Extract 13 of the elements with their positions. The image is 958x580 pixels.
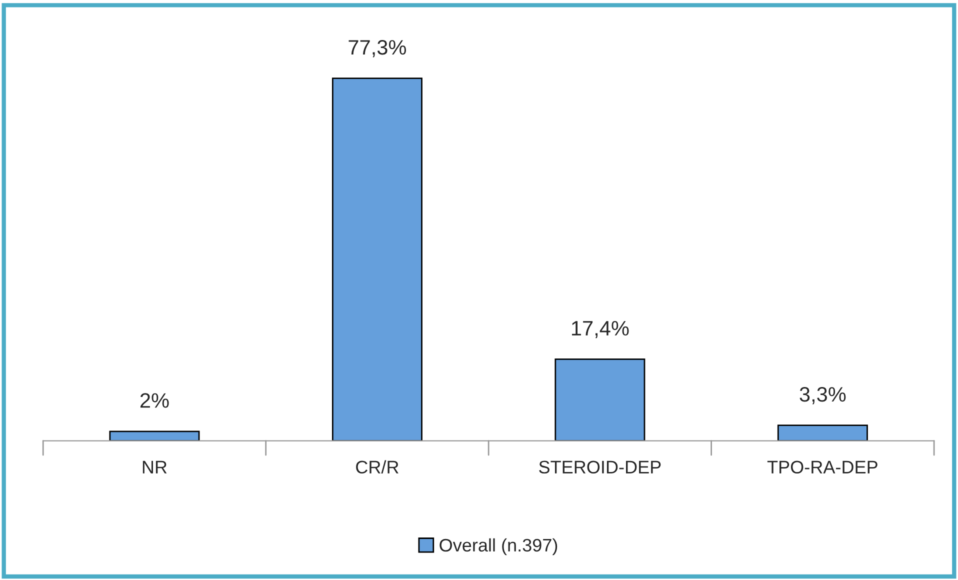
x-tick-label: NR <box>142 460 167 474</box>
bar <box>332 78 422 441</box>
bar <box>554 358 646 441</box>
x-tick-label: CR/R <box>356 460 398 474</box>
bar <box>109 430 200 441</box>
bar <box>777 424 868 441</box>
legend-label: Overall (n.397) <box>440 538 558 556</box>
data-label: 3,3% <box>800 387 846 404</box>
x-tick-label: TPO-RA-DEP <box>767 460 878 474</box>
data-label: 17,4% <box>572 320 629 338</box>
x-tick-label: STEROID-DEP <box>539 460 661 474</box>
data-label: 2% <box>140 393 169 408</box>
data-label: 77,3% <box>348 40 406 58</box>
